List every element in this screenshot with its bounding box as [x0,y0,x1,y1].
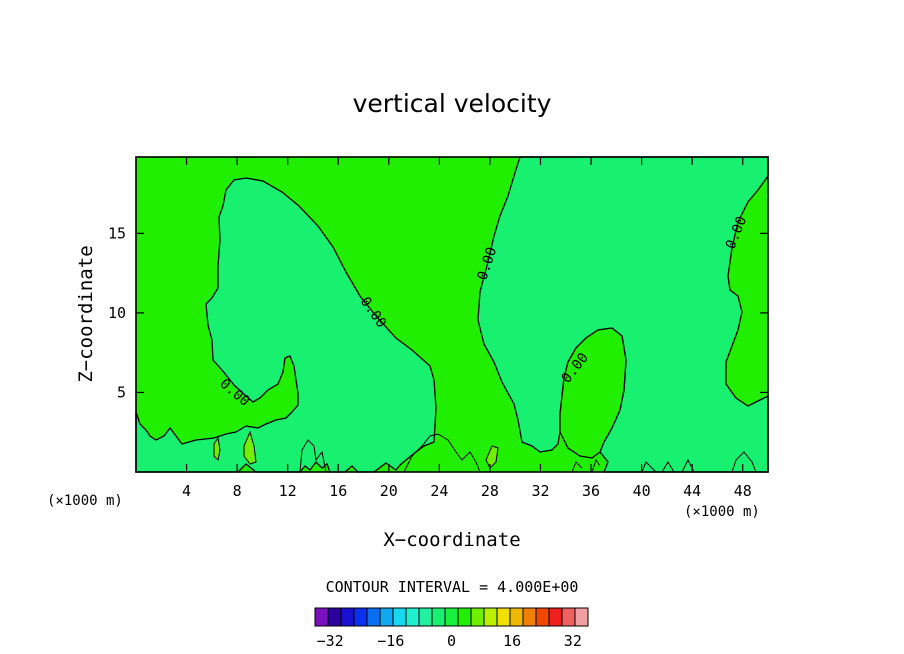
colorbar: −32 −16 0 16 32 [314,607,589,650]
colorbar-swatch [405,607,420,627]
x-tick-label: 24 [430,482,448,500]
colorbar-swatch [470,607,485,627]
colorbar-swatch [561,607,576,627]
colorbar-swatch [483,607,498,627]
colorbar-swatch [535,607,550,627]
plot-area [135,156,769,473]
x-tick-label: 44 [683,482,701,500]
colorbar-tick-label: 16 [503,632,521,650]
ground-contour-1 [299,439,327,473]
colorbar-swatch [353,607,368,627]
positive-patch-2 [243,430,257,465]
colorbar-swatch [431,607,446,627]
y-tick-label: 15 [108,224,126,242]
x-unit-left: (×1000 m) [47,493,123,509]
colorbar-tick-label: −16 [377,632,404,650]
colorbar-tick-label: 0 [447,632,456,650]
ground-contour-2 [403,433,481,473]
colorbar-swatch [457,607,472,627]
x-unit-right: (×1000 m) [684,504,760,520]
x-tick-label: 40 [633,482,651,500]
positive-region-updraft [559,327,627,459]
colorbar-swatch [496,607,511,627]
ground-contour-5 [571,458,601,473]
x-tick-label: 32 [531,482,549,500]
colorbar-swatch [574,607,589,627]
colorbar-swatch [509,607,524,627]
y-axis-label: Z−coordinate [75,245,97,382]
colorbar-swatch [379,607,394,627]
colorbar-swatch [392,607,407,627]
x-tick-label: 28 [481,482,499,500]
colorbar-tick-label: −32 [317,632,344,650]
colorbar-swatch [340,607,355,627]
x-tick-label: 12 [279,482,297,500]
colorbar-swatch [444,607,459,627]
negative-region-west [135,177,437,473]
x-tick-label: 8 [233,482,242,500]
colorbar-swatch [327,607,342,627]
x-tick-label: 48 [734,482,752,500]
negative-region-central [477,156,769,473]
x-tick-label: 20 [380,482,398,500]
colorbar-tick-label: 32 [564,632,582,650]
colorbar-swatch [366,607,381,627]
ground-contour-4 [731,451,757,473]
chart-title: vertical velocity [353,89,552,118]
colorbar-swatch [314,607,329,627]
x-tick-label: 36 [582,482,600,500]
colorbar-swatch [548,607,563,627]
colorbar-swatch [418,607,433,627]
colorbar-swatch [522,607,537,627]
x-tick-label: 4 [182,482,191,500]
x-tick-label: 16 [329,482,347,500]
plot-frame [135,156,769,473]
contour-interval: CONTOUR INTERVAL = 4.000E+00 [326,578,579,596]
positive-patch-1 [213,436,221,462]
x-axis-label: X−coordinate [383,529,520,551]
y-tick-label: 5 [117,383,126,401]
y-tick-label: 10 [108,304,126,322]
